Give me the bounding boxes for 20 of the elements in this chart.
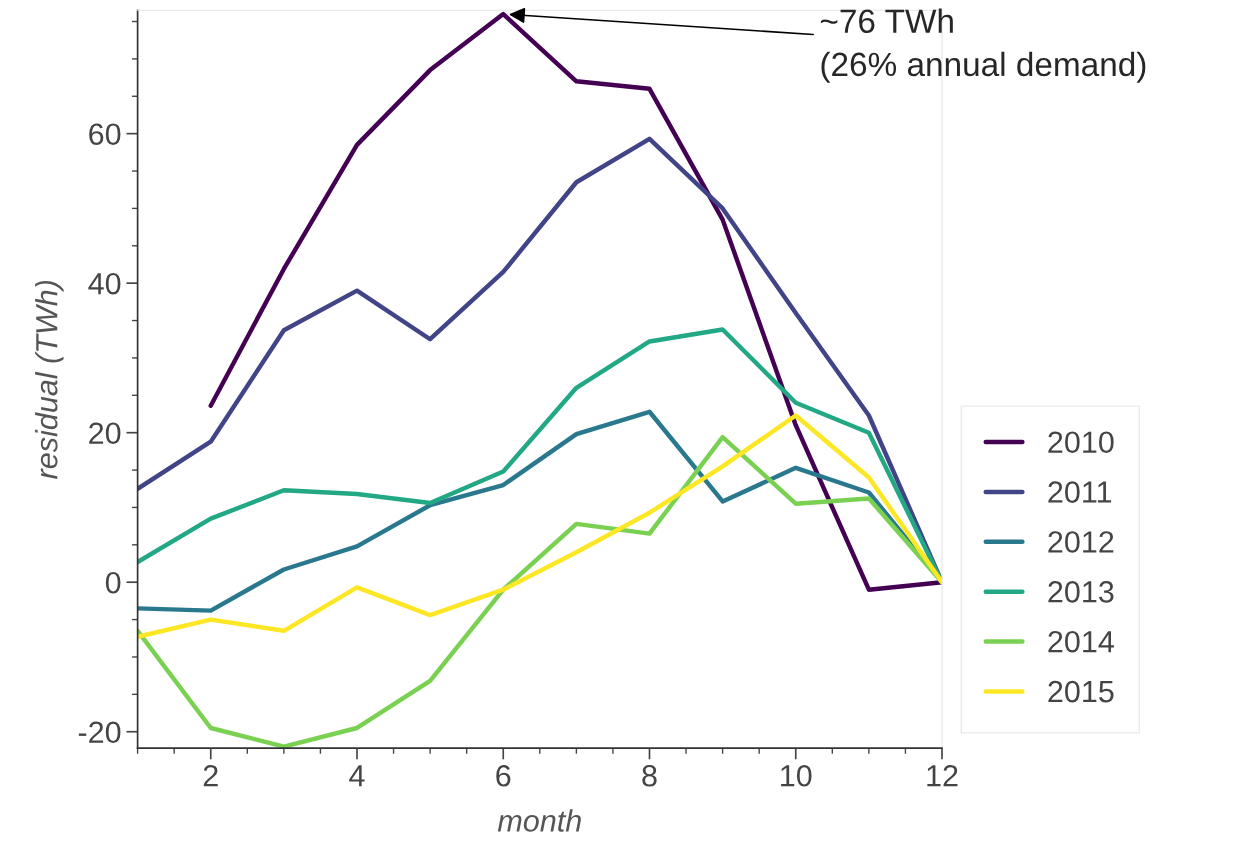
legend-label: 2010 (1048, 431, 1114, 454)
x-tick-label: 10 (781, 764, 812, 787)
y-axis-title: residual (TWh) (35, 280, 64, 479)
y-tick-label: 0 (105, 571, 121, 594)
x-axis-title: month (497, 809, 581, 832)
x-tick-label: 8 (642, 764, 657, 787)
x-tick-label: 2 (203, 764, 218, 787)
legend-label: 2013 (1048, 581, 1114, 603)
legend-label: 2012 (1048, 531, 1114, 553)
legend-label: 2015 (1048, 680, 1114, 703)
legend-label: 2014 (1048, 630, 1114, 653)
x-tick-label: 12 (927, 764, 958, 787)
annotation: ~76 TWh (26% annual demand) (820, 8, 1146, 83)
y-tick-label: 20 (89, 422, 121, 445)
y-tick-label: 40 (88, 272, 121, 295)
legend-label: 2011 (1048, 481, 1112, 503)
x-tick-label: 4 (349, 765, 365, 787)
y-tick-label: 60 (89, 123, 121, 146)
y-tick-label: -20 (78, 721, 121, 744)
x-tick-label: 6 (496, 764, 511, 787)
